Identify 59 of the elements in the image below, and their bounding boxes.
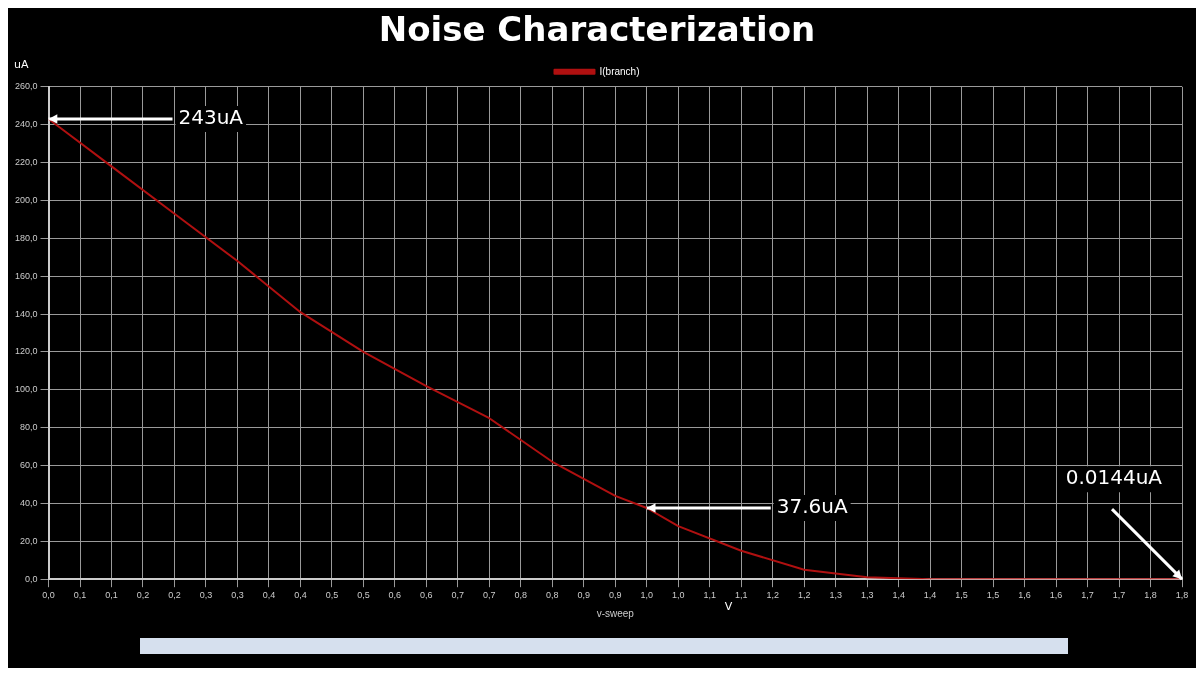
x-tick-label: 1,7 [1081, 590, 1094, 601]
y-tick-label: 180,0 [14, 232, 38, 243]
y-tick-label: 240,0 [14, 119, 38, 130]
x-tick-label: 0,9 [609, 590, 622, 601]
x-tick-label: 1,4 [892, 590, 905, 601]
x-tick-label: 0,2 [136, 590, 150, 601]
y-tick-label: 80,0 [19, 422, 38, 433]
y-tick-label: 60,0 [19, 460, 38, 471]
y-tick-label: 140,0 [14, 308, 38, 319]
y-tick-label: 120,0 [14, 346, 38, 357]
x-tick-label: 1,1 [734, 590, 748, 601]
x-tick-label: 0,6 [420, 590, 433, 601]
x-tick-label: 1,3 [829, 590, 842, 601]
x-tick-label: 1,6 [1018, 590, 1031, 601]
y-tick-label: 20,0 [19, 535, 38, 546]
annotation: 0.0144uA [1065, 465, 1163, 490]
x-tick-label: 0,7 [483, 590, 496, 601]
y-tick-label: 0,0 [25, 573, 38, 584]
x-tick-label: 0,4 [262, 590, 276, 601]
x-tick-label: 1,2 [766, 590, 779, 601]
y-tick-label: 260,0 [14, 81, 38, 92]
x-tick-label: 0,3 [231, 590, 244, 601]
x-tick-label: 1,5 [955, 590, 968, 601]
legend-label: I(branch) [599, 65, 640, 77]
text: V [724, 599, 733, 613]
x-tick-label: 0,8 [546, 590, 559, 601]
x-axis-title: v-sweep [596, 607, 635, 619]
y-tick-label: 200,0 [14, 194, 38, 205]
x-tick-label: 0,1 [105, 590, 118, 601]
x-tick-label: 1,5 [986, 590, 1000, 601]
y-tick-label: 40,0 [19, 497, 38, 508]
y-tick-label: 100,0 [14, 384, 38, 395]
x-tick-label: 0,5 [357, 590, 370, 601]
x-tick-label: 1,0 [640, 590, 653, 601]
chart-title: Noise Characterization [378, 9, 816, 50]
x-tick-label: 1,0 [671, 590, 685, 601]
x-tick-label: 1,8 [1175, 590, 1189, 601]
x-tick-label: 1,4 [923, 590, 937, 601]
x-tick-label: 0,5 [325, 590, 339, 601]
y-tick-label: 220,0 [14, 157, 38, 168]
x-tick-label: 0,0 [42, 590, 55, 601]
x-tick-label: 0,2 [168, 590, 181, 601]
y-tick-label: 160,0 [14, 270, 38, 281]
annotation: 37.6uA [776, 494, 848, 519]
x-tick-label: 0,6 [388, 590, 402, 601]
x-tick-label: 0,4 [294, 590, 307, 601]
x-tick-label: 1,2 [797, 590, 811, 601]
x-tick-label: 0,7 [451, 590, 465, 601]
x-tick-label: 1,7 [1112, 590, 1126, 601]
annotation: 243uA [178, 105, 244, 130]
x-tick-label: 0,9 [577, 590, 591, 601]
x-tick-label: 1,1 [703, 590, 716, 601]
x-tick-label: 1,8 [1144, 590, 1157, 601]
y-axis-title: uA [14, 58, 29, 72]
x-tick-label: 0,1 [73, 590, 87, 601]
x-tick-label: 0,3 [199, 590, 213, 601]
x-tick-label: 0,8 [514, 590, 528, 601]
x-tick-label: 1,6 [1049, 590, 1063, 601]
x-tick-label: 1,3 [860, 590, 874, 601]
